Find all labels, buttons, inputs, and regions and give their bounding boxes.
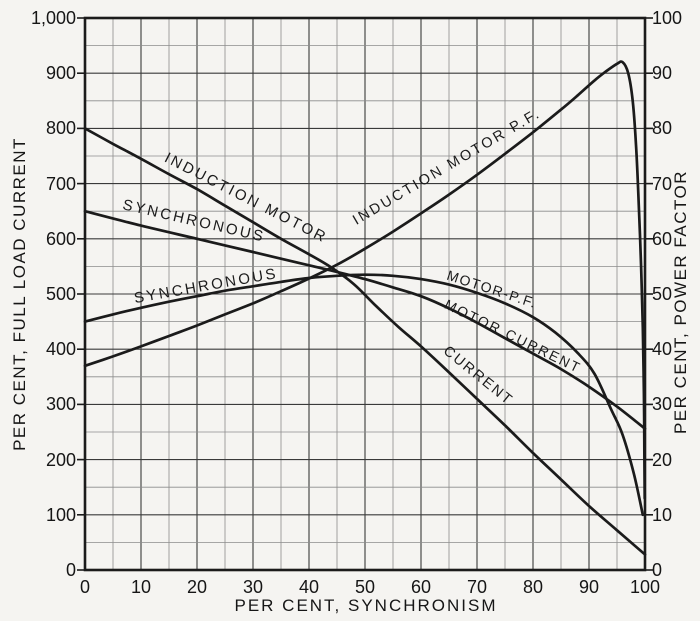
right-axis-title: PER CENT, POWER FACTOR — [671, 169, 690, 435]
left-axis-title: PER CENT, FULL LOAD CURRENT — [10, 137, 29, 451]
curve-induction_motor_current — [83, 127, 647, 556]
curve-synchronous_motor_current — [83, 209, 647, 431]
curve-synchronous_motor_pf — [83, 273, 645, 517]
plot-border — [83, 16, 647, 572]
curve-induction_motor_pf — [83, 60, 647, 500]
x-axis-title: PER CENT, SYNCHRONISM — [234, 596, 498, 615]
